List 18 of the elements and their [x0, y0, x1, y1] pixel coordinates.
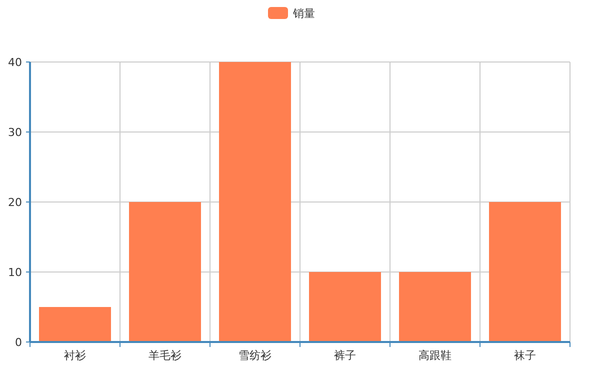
y-tick-label: 40 [8, 56, 22, 69]
x-tick-label: 高跟鞋 [418, 349, 452, 362]
bar [219, 62, 291, 342]
x-tick-label: 衬衫 [64, 349, 86, 362]
legend-label: 销量 [292, 7, 315, 20]
bar [129, 202, 201, 342]
y-tick-label: 0 [15, 336, 22, 349]
bar [309, 272, 381, 342]
bar [399, 272, 471, 342]
x-tick-label: 羊毛衫 [148, 349, 182, 362]
x-tick-label: 袜子 [514, 349, 536, 362]
bar [39, 307, 111, 342]
y-tick-label: 10 [8, 266, 22, 279]
y-tick-label: 20 [8, 196, 22, 209]
x-tick-label: 裤子 [334, 349, 356, 362]
x-tick-label: 雪纺衫 [238, 349, 272, 362]
y-tick-label: 30 [8, 126, 22, 139]
bar [489, 202, 561, 342]
